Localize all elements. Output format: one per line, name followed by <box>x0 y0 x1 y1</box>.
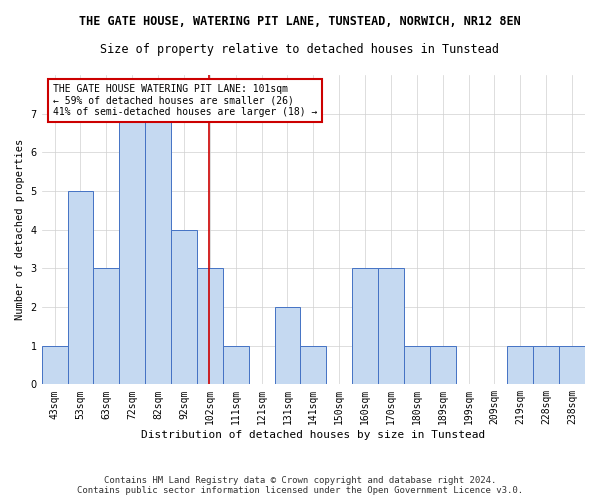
Bar <box>508 346 533 385</box>
Bar <box>94 268 119 384</box>
Bar <box>352 268 378 384</box>
Bar <box>68 191 94 384</box>
Bar <box>41 346 68 385</box>
Bar <box>378 268 404 384</box>
Bar <box>533 346 559 385</box>
Bar <box>223 346 248 385</box>
Bar <box>171 230 197 384</box>
Text: Contains HM Land Registry data © Crown copyright and database right 2024.
Contai: Contains HM Land Registry data © Crown c… <box>77 476 523 495</box>
Bar <box>145 114 171 384</box>
X-axis label: Distribution of detached houses by size in Tunstead: Distribution of detached houses by size … <box>141 430 485 440</box>
Text: THE GATE HOUSE, WATERING PIT LANE, TUNSTEAD, NORWICH, NR12 8EN: THE GATE HOUSE, WATERING PIT LANE, TUNST… <box>79 15 521 28</box>
Bar <box>275 307 301 384</box>
Bar <box>404 346 430 385</box>
Bar <box>197 268 223 384</box>
Bar <box>430 346 455 385</box>
Bar <box>301 346 326 385</box>
Text: THE GATE HOUSE WATERING PIT LANE: 101sqm
← 59% of detached houses are smaller (2: THE GATE HOUSE WATERING PIT LANE: 101sqm… <box>53 84 317 117</box>
Y-axis label: Number of detached properties: Number of detached properties <box>15 139 25 320</box>
Bar <box>119 114 145 384</box>
Bar <box>559 346 585 385</box>
Text: Size of property relative to detached houses in Tunstead: Size of property relative to detached ho… <box>101 42 499 56</box>
